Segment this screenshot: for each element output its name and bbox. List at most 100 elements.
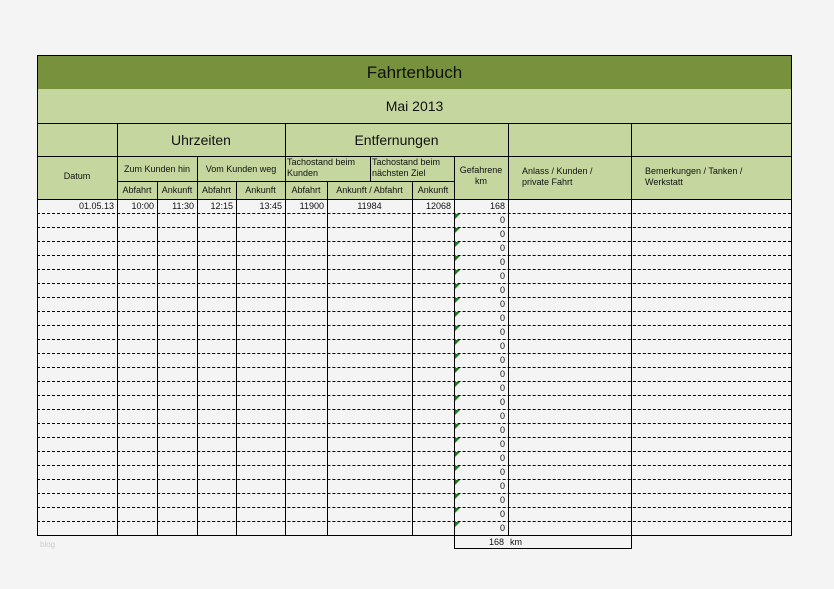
row-divider xyxy=(37,437,791,438)
row-divider xyxy=(37,395,791,396)
cell-km[interactable]: 0 xyxy=(499,481,505,491)
header-background xyxy=(37,123,792,200)
cell-km[interactable]: 0 xyxy=(499,299,505,309)
formula-marker-icon xyxy=(455,424,460,429)
formula-marker-icon xyxy=(455,368,460,373)
cell-km[interactable]: 0 xyxy=(499,397,505,407)
header-departure: Abfahrt xyxy=(291,185,321,195)
cell-km[interactable]: 0 xyxy=(499,411,505,421)
header-reason: Anlass / Kunden / private Fahrt xyxy=(522,166,593,187)
header-odo-next: Tachostand beim nächsten Ziel xyxy=(372,157,441,178)
row-divider xyxy=(37,311,791,312)
grid-line xyxy=(285,123,286,536)
formula-marker-icon xyxy=(455,270,460,275)
row-divider xyxy=(37,409,791,410)
cell-dep2[interactable]: 12:15 xyxy=(210,201,233,211)
row-divider xyxy=(37,325,791,326)
header-arrival: Ankunft xyxy=(161,185,193,195)
grid-line xyxy=(236,181,237,536)
cell-km[interactable]: 0 xyxy=(499,509,505,519)
cell-km[interactable]: 0 xyxy=(499,243,505,253)
header-arrival: Ankunft xyxy=(245,185,276,195)
cell-km[interactable]: 0 xyxy=(499,467,505,477)
grid-line xyxy=(412,181,413,536)
row-divider xyxy=(37,339,791,340)
formula-marker-icon xyxy=(455,326,460,331)
cell-km[interactable]: 168 xyxy=(489,201,505,211)
cell-km[interactable]: 0 xyxy=(499,453,505,463)
cell-km[interactable]: 0 xyxy=(499,327,505,337)
cell-km[interactable]: 0 xyxy=(499,369,505,379)
grid-line xyxy=(37,199,792,200)
header-to-customer: Zum Kunden hin xyxy=(123,163,191,174)
formula-marker-icon xyxy=(455,480,460,485)
row-divider xyxy=(37,493,791,494)
row-divider xyxy=(37,521,791,522)
formula-marker-icon xyxy=(455,396,460,401)
cell-arr1[interactable]: 11:30 xyxy=(172,201,194,211)
month-label: Mai 2013 xyxy=(37,89,792,124)
header-date: Datum xyxy=(63,170,91,181)
header-arrival: Ankunft xyxy=(417,185,449,195)
cell-km[interactable]: 0 xyxy=(499,313,505,323)
cell-odo1[interactable]: 11900 xyxy=(299,201,324,211)
cell-km[interactable]: 0 xyxy=(499,285,505,295)
formula-marker-icon xyxy=(455,242,460,247)
grid-line xyxy=(37,156,792,157)
row-divider xyxy=(37,423,791,424)
total-unit: km xyxy=(510,537,522,547)
cell-km[interactable]: 0 xyxy=(499,425,505,435)
formula-marker-icon xyxy=(455,466,460,471)
cell-km[interactable]: 0 xyxy=(499,495,505,505)
grid-line xyxy=(37,55,38,536)
cell-remarks[interactable] xyxy=(631,200,791,213)
grid-line xyxy=(117,123,118,536)
row-divider xyxy=(37,507,791,508)
cell-km[interactable]: 0 xyxy=(499,355,505,365)
cell-km[interactable]: 0 xyxy=(499,257,505,267)
cell-odo3[interactable]: 12068 xyxy=(425,201,451,211)
cell-odo2[interactable]: 11984 xyxy=(357,201,382,211)
grid-line xyxy=(454,156,455,549)
cell-km[interactable]: 0 xyxy=(499,215,505,225)
cell-date[interactable]: 01.05.13 xyxy=(78,201,114,211)
header-from-customer: Vom Kunden weg xyxy=(205,163,277,174)
grid-line xyxy=(370,156,371,182)
cell-arr2[interactable]: 13:45 xyxy=(259,201,282,211)
cell-km[interactable]: 0 xyxy=(499,523,505,533)
formula-marker-icon xyxy=(455,214,460,219)
grid-line xyxy=(327,181,328,536)
grid-line xyxy=(631,123,632,536)
row-divider xyxy=(37,283,791,284)
cell-km[interactable]: 0 xyxy=(499,341,505,351)
header-departure: Abfahrt xyxy=(201,185,232,195)
header-driven-km: Gefahrene km xyxy=(459,165,503,186)
row-divider xyxy=(37,465,791,466)
formula-marker-icon xyxy=(455,340,460,345)
header-remarks: Bemerkungen / Tanken / Werkstatt xyxy=(645,166,743,187)
header-odo-customer: Tachostand beim Kunden xyxy=(287,157,356,178)
group-distances: Entfernungen xyxy=(354,131,439,148)
formula-marker-icon xyxy=(455,522,460,527)
row-divider xyxy=(37,255,791,256)
formula-marker-icon xyxy=(455,284,460,289)
header-departure: Abfahrt xyxy=(122,185,152,195)
cell-km[interactable]: 0 xyxy=(499,229,505,239)
cell-km[interactable]: 0 xyxy=(499,271,505,281)
sheet-title: Fahrtenbuch xyxy=(37,55,792,90)
grid-line xyxy=(197,156,198,536)
grid-line xyxy=(37,123,792,124)
cell-km[interactable]: 0 xyxy=(499,439,505,449)
formula-marker-icon xyxy=(455,410,460,415)
grid-line xyxy=(508,123,509,536)
row-divider xyxy=(37,353,791,354)
group-times: Uhrzeiten xyxy=(171,131,231,148)
cell-km[interactable]: 0 xyxy=(499,383,505,393)
row-divider xyxy=(37,227,791,228)
cell-dep1[interactable]: 10:00 xyxy=(131,201,154,211)
grid-line xyxy=(117,181,455,182)
row-divider xyxy=(37,213,791,214)
row-divider xyxy=(37,297,791,298)
cell-reason[interactable] xyxy=(508,200,631,213)
grid-line xyxy=(791,55,792,536)
